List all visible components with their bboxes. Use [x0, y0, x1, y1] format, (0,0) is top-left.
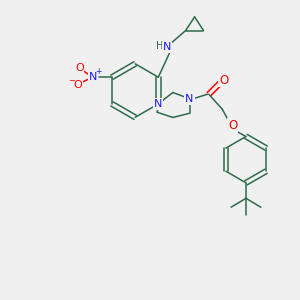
Text: O: O — [228, 119, 237, 132]
Text: O: O — [74, 80, 82, 90]
Text: O: O — [75, 63, 84, 73]
Text: N: N — [154, 99, 163, 109]
Text: +: + — [95, 67, 101, 76]
Text: H: H — [156, 41, 163, 51]
Text: −: − — [68, 76, 75, 85]
Text: O: O — [219, 74, 228, 87]
Text: N: N — [185, 94, 194, 104]
Text: N: N — [163, 43, 171, 52]
Text: N: N — [88, 72, 97, 82]
